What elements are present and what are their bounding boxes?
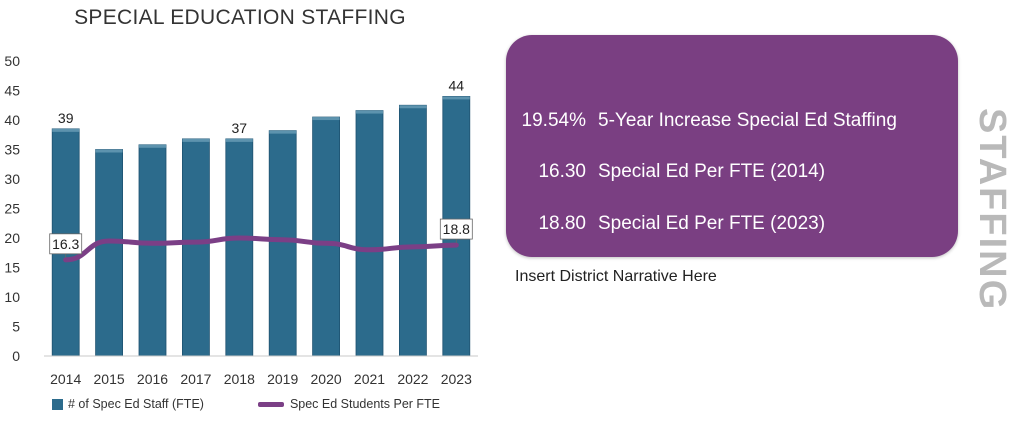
- legend-label-students: Spec Ed Students Per FTE: [289, 397, 441, 411]
- x-tick-label: 2015: [94, 371, 125, 387]
- bar-2015: [95, 149, 123, 357]
- x-tick-label: 2014: [50, 371, 81, 387]
- x-tick-label: 2022: [397, 371, 428, 387]
- y-tick-label: 30: [4, 171, 20, 187]
- stat-value: 18.80: [538, 213, 586, 234]
- x-tick-label: 2020: [311, 371, 342, 387]
- legend-swatch-line: [257, 401, 284, 407]
- y-tick-label: 50: [4, 53, 20, 69]
- x-tick-label: 2021: [354, 371, 385, 387]
- bar-2017: [181, 138, 210, 357]
- y-tick-label: 35: [4, 142, 20, 158]
- x-tick-label: 2018: [224, 371, 255, 387]
- bar-2018: [225, 138, 254, 357]
- stat-row-increase: 19.54% 5-Year Increase Special Ed Staffi…: [506, 106, 958, 136]
- legend-swatch-bar: [52, 398, 63, 410]
- y-tick-label: 40: [4, 112, 20, 128]
- bar-highlight: [52, 128, 80, 132]
- x-tick-label: 2023: [441, 371, 472, 387]
- district-narrative: Insert District Narrative Here: [515, 268, 717, 285]
- data-labels: 39 37 44 16.3 18.8: [49, 77, 473, 258]
- stat-row-per-fte-2014: 16.30 Special Ed Per FTE (2014): [506, 157, 958, 187]
- legend-item-staff: # of Spec Ed Staff (FTE): [52, 397, 204, 411]
- stat-value: 16.30: [538, 161, 586, 182]
- bar-highlight: [182, 138, 210, 142]
- line-data-label: 18.8: [443, 221, 470, 237]
- bar-series: [51, 96, 471, 357]
- bar-2016: [138, 144, 167, 357]
- side-label: STAFFING: [971, 108, 1013, 312]
- stat-row-per-fte-2023: 18.80 Special Ed Per FTE (2023): [506, 209, 958, 239]
- bar-2022: [398, 104, 427, 357]
- stat-value: 19.54%: [521, 110, 586, 131]
- bar-data-label: 44: [449, 77, 465, 93]
- legend: # of Spec Ed Staff (FTE) Spec Ed Student…: [52, 394, 494, 414]
- y-axis-ticks: 0 5 10 15 20 25 30 35 40 45 50: [4, 53, 20, 364]
- bar-highlight: [139, 144, 166, 148]
- legend-label-staff: # of Spec Ed Staff (FTE): [68, 397, 204, 411]
- stats-panel: 19.54% 5-Year Increase Special Ed Staffi…: [506, 35, 958, 257]
- y-tick-label: 15: [4, 260, 20, 276]
- bar-highlight: [399, 105, 427, 109]
- y-tick-label: 0: [12, 348, 20, 364]
- bar-data-label: 39: [58, 110, 74, 126]
- bar-highlight: [225, 138, 253, 142]
- y-tick-label: 10: [4, 289, 20, 305]
- bar-highlight: [269, 130, 297, 134]
- bar-highlight: [312, 117, 340, 121]
- x-tick-label: 2016: [137, 371, 168, 387]
- legend-item-students: Spec Ed Students Per FTE: [257, 397, 441, 411]
- stat-label: Special Ed Per FTE (2023): [598, 213, 826, 234]
- line-series: [63, 235, 459, 263]
- stat-label: Special Ed Per FTE (2014): [598, 161, 826, 182]
- bar-data-label: 37: [232, 120, 248, 136]
- bar-2019: [268, 130, 297, 357]
- y-tick-label: 45: [4, 83, 20, 99]
- y-tick-label: 25: [4, 201, 20, 217]
- x-axis-ticks: 2014 2015 2016 2017 2018 2019 2020 2021 2022 2023: [50, 371, 472, 387]
- y-tick-label: 5: [12, 319, 20, 335]
- stat-label: 5-Year Increase Special Ed Staffing: [598, 110, 897, 131]
- y-tick-label: 20: [4, 230, 20, 246]
- bar-2020: [312, 116, 341, 357]
- bar-highlight: [442, 96, 470, 100]
- students-per-fte-line: [63, 235, 459, 263]
- bar-highlight: [356, 110, 383, 114]
- chart-title: SPECIAL EDUCATION STAFFING: [74, 6, 406, 29]
- x-tick-label: 2019: [267, 371, 298, 387]
- bar-2021: [355, 110, 384, 357]
- x-tick-label: 2017: [180, 371, 211, 387]
- bar-highlight: [95, 149, 123, 153]
- line-data-label: 16.3: [52, 236, 79, 252]
